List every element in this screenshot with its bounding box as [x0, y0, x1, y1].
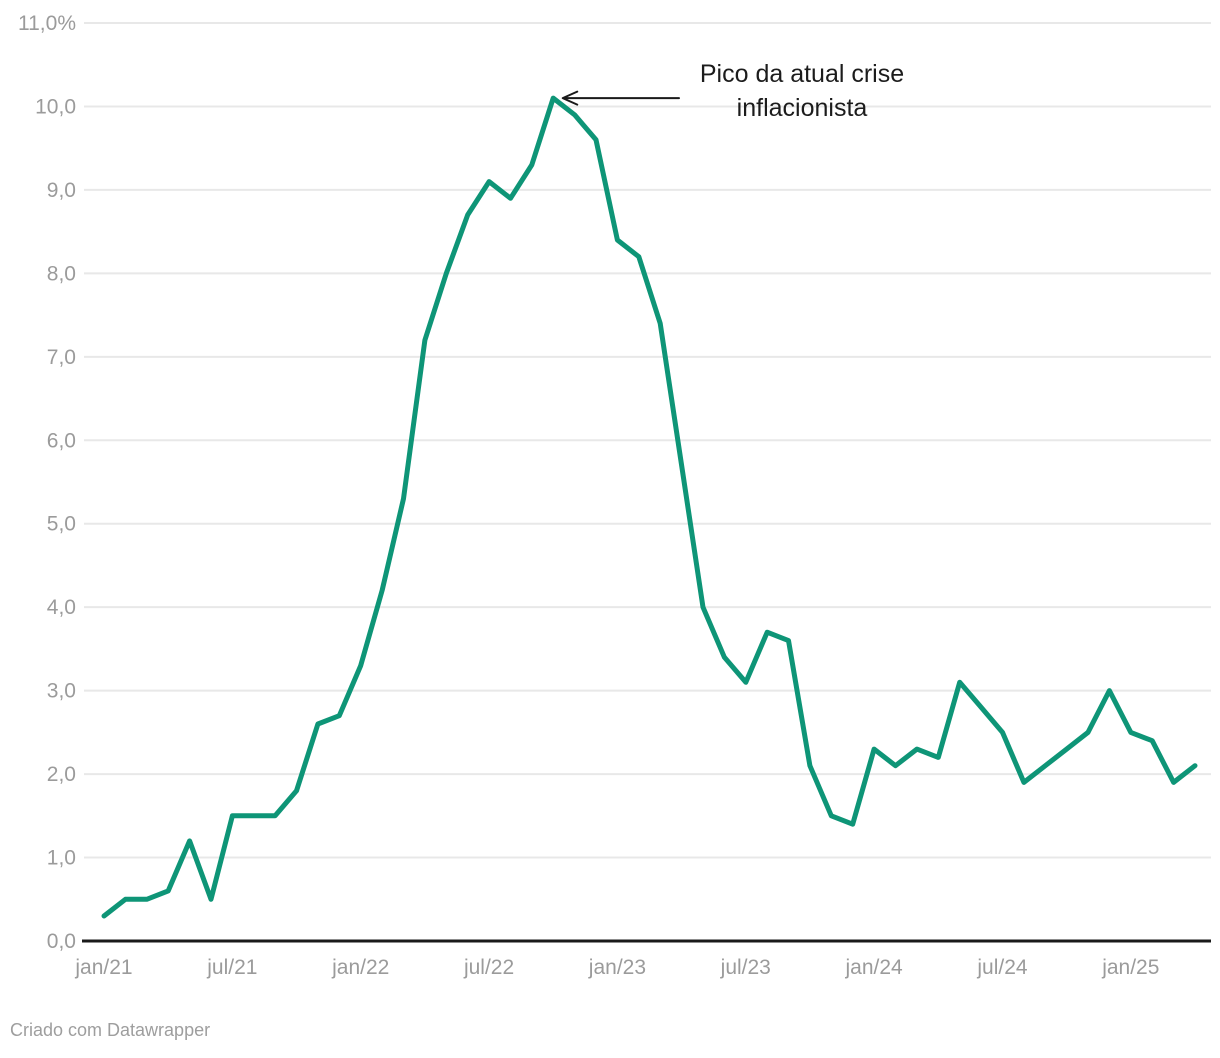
- y-tick-label: 1,0: [47, 847, 76, 870]
- inflation-line-chart: 0,0 1,0 2,0 3,0 4,0 5,0 6,0 7,0 8,0 9,0 10,0 11,0% j…: [18, 12, 1211, 979]
- y-tick-label: 6,0: [47, 429, 76, 452]
- y-tick-label: 8,0: [47, 262, 76, 285]
- series-line: [101, 95, 1198, 919]
- x-tick-label: jan/22: [331, 956, 389, 979]
- x-tick-label: jul/24: [976, 956, 1028, 979]
- x-tick-label: jul/23: [720, 956, 771, 979]
- x-tick-label: jan/21: [74, 956, 132, 979]
- x-tick-label: jul/22: [463, 956, 514, 979]
- y-tick-label: 0,0: [47, 930, 76, 953]
- y-tick-label: 11,0%: [18, 12, 76, 35]
- y-tick-label: 2,0: [47, 763, 76, 786]
- y-tick-label: 5,0: [47, 513, 76, 536]
- x-tick-label: jan/23: [588, 956, 646, 979]
- y-tick-label: 7,0: [47, 346, 76, 369]
- peak-annotation-line2: inflacionista: [736, 94, 868, 122]
- x-tick-label: jan/24: [845, 956, 904, 979]
- y-tick-label: 4,0: [47, 596, 76, 619]
- peak-annotation: Pico da atual crise inflacionista: [632, 57, 972, 125]
- x-tick-label: jan/25: [1101, 956, 1159, 979]
- datawrapper-credit: Criado com Datawrapper: [10, 1020, 211, 1040]
- annotation-arrow: [561, 90, 680, 106]
- y-tick-label: 3,0: [47, 680, 76, 703]
- y-tick-label: 9,0: [47, 179, 76, 202]
- x-tick-label: jul/21: [206, 956, 257, 979]
- peak-annotation-line1: Pico da atual crise: [699, 60, 905, 88]
- y-tick-label: 10,0: [35, 95, 76, 118]
